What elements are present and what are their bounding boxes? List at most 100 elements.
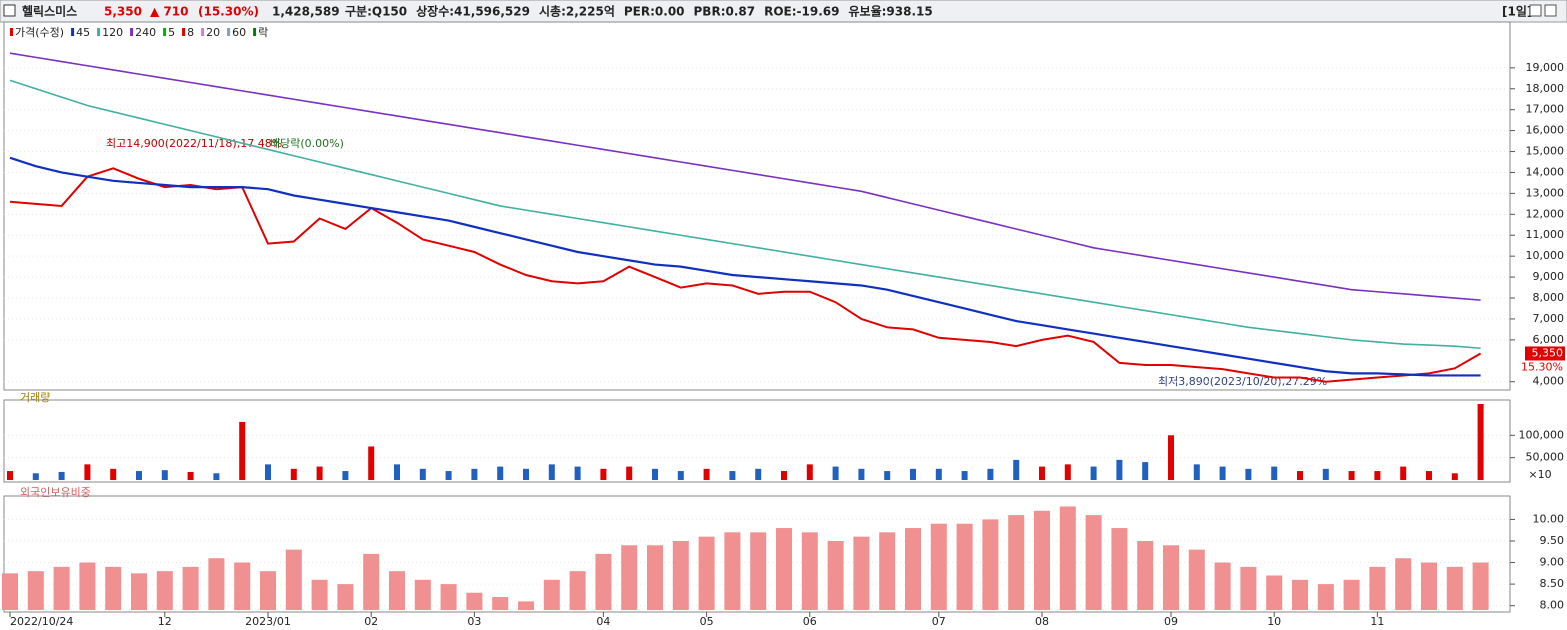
y-tick-label: 13,000 [1526,186,1565,199]
legend-label: 8 [187,26,194,39]
volume-bar [1348,471,1355,480]
volume-bar [703,468,710,480]
legend-label: 45 [76,26,90,39]
ratio-bar [647,545,663,610]
volume-bar [1400,466,1407,480]
ratio-bar [698,536,715,610]
volume-bar [987,468,994,480]
header-items: 구분:Q150 상장수:41,596,529 시총:2,225억 PER:0.00 PB… [345,4,933,19]
ratio-bar [285,549,302,610]
volume-bar [961,471,968,480]
ratio-bar [1446,566,1463,610]
legend-swatch [10,28,13,36]
legend-swatch [71,28,75,36]
volume-bar [265,464,271,480]
ratio-bar [776,528,792,610]
volume-bar [910,468,916,480]
y-tick-label: 100,000 [1519,428,1565,441]
line-series [9,79,1481,350]
header-item: PBR:0.87 [694,5,756,19]
volume-bar [832,466,839,480]
y-tick-label: 8.50 [1540,577,1565,590]
ratio-bar [1421,562,1437,610]
legend-label: 60 [232,26,246,39]
legend-label: 120 [102,26,123,39]
ratio-bar [234,562,251,610]
volume-bar [652,468,658,480]
price-tag [1525,346,1565,361]
volume-bar [1426,471,1432,480]
volume-bar [1013,459,1020,480]
volume-bar [136,471,142,480]
ratio-bar [466,592,483,610]
checkbox[interactable] [3,4,16,17]
x-tick-label: 12 [158,615,172,628]
ratio-bar [79,562,96,610]
volume-bar [1219,466,1226,480]
line-series [9,167,1482,383]
volume-bar [316,466,323,480]
x-tick-label: 11 [1370,615,1384,628]
ratio-bar [982,519,999,610]
volume-bar [368,446,375,480]
y-tick-label: 12,000 [1526,207,1565,220]
volume-bar [1064,464,1071,480]
ratio-bar [1472,562,1489,610]
volume-bar [755,468,762,480]
volume-bar [806,464,813,480]
volume-bar [1477,404,1484,480]
ratio-bar [801,532,818,610]
line-series [9,156,1481,377]
legend-swatch [182,28,186,36]
x-tick-label: 05 [700,615,714,628]
ratio-bar [1137,540,1154,610]
ratio-bar [1085,515,1102,610]
ratio-bar [414,579,431,610]
panel-title: 외국인보유비중 [20,486,91,499]
price: 5,350 [104,5,142,19]
y-tick-label: 14,000 [1526,165,1565,178]
volume-bar [342,471,349,480]
volume-bar [548,464,555,480]
x-tick-label: 07 [932,615,946,628]
y-tick-label: 11,000 [1526,228,1565,241]
ratio-bar [1240,566,1257,610]
legend-label: 5 [168,26,175,39]
line-series [9,52,1481,301]
ratio-bar [1395,558,1412,610]
volume-bar [1039,466,1045,480]
y-tick-label: 9.50 [1540,534,1565,547]
y-tick-label: 10.00 [1533,512,1565,525]
volume-bar [161,470,168,480]
button[interactable] [1529,4,1542,17]
x-tick-label: 10 [1267,615,1281,628]
y-tick-label: 8,000 [1533,291,1565,304]
legend-label: 20 [206,26,220,39]
legend-swatch [130,28,134,36]
ratio-bar [1034,510,1050,610]
ratio-bar [1188,549,1205,610]
volume: 1,428,589 [272,5,340,19]
x-tick-label: 03 [467,615,481,628]
ratio-bar [492,597,509,610]
volume-bar [1116,459,1123,480]
volume-bar [1193,464,1200,480]
ratio-bar [363,553,380,610]
legend-label: 가격(수정) [15,26,64,39]
ratio-bar [27,571,44,610]
volume-bar [187,471,194,480]
ratio-bar [311,579,328,610]
panel-frame [3,399,1511,483]
ratio-bar [543,579,560,610]
stock-name: 헬릭스미스 [22,4,77,19]
panel-title: 거래량 [20,391,50,404]
ratio-bar [208,558,225,610]
button[interactable] [1544,4,1557,17]
volume-bar [84,464,91,480]
volume-bar [290,468,297,480]
y-tick-label: 10,000 [1526,249,1565,262]
y-tick-label: 4,000 [1533,375,1565,388]
